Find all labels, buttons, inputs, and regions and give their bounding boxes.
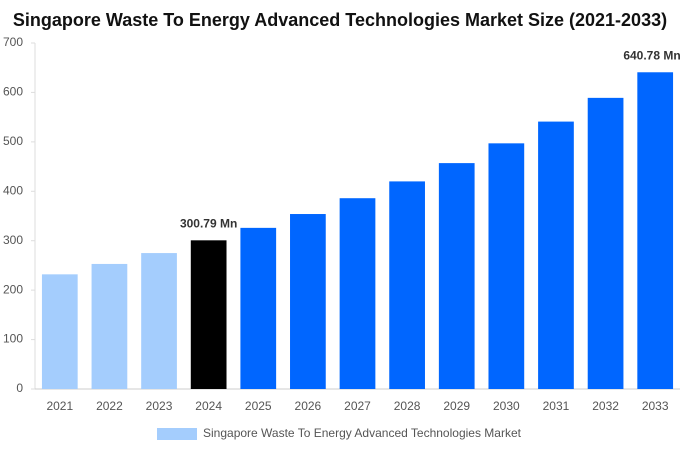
- bar: [538, 121, 574, 389]
- bar: [240, 227, 277, 389]
- chart-title: Singapore Waste To Energy Advanced Techn…: [13, 10, 667, 30]
- x-tick-label: 2027: [344, 399, 371, 413]
- x-tick-label: 2021: [46, 399, 73, 413]
- x-tick-label: 2033: [642, 399, 669, 413]
- bar: [438, 163, 475, 389]
- y-tick-label: 500: [3, 134, 23, 148]
- bar: [587, 97, 624, 389]
- bar: [41, 274, 78, 389]
- legend-label: Singapore Waste To Energy Advanced Techn…: [203, 426, 522, 440]
- bar: [190, 240, 227, 389]
- x-tick-label: 2023: [146, 399, 173, 413]
- bar: [637, 72, 674, 389]
- x-tick-label: 2022: [96, 399, 123, 413]
- x-tick-label: 2031: [543, 399, 570, 413]
- y-tick-label: 600: [3, 85, 23, 99]
- x-tick-label: 2030: [493, 399, 520, 413]
- x-tick-label: 2025: [245, 399, 272, 413]
- value-label: 300.79 Mn: [180, 216, 237, 230]
- y-tick-label: 700: [3, 35, 23, 49]
- x-tick-label: 2028: [394, 399, 421, 413]
- x-tick-label: 2026: [295, 399, 322, 413]
- x-tick-label: 2032: [592, 399, 619, 413]
- legend-swatch: [157, 428, 197, 440]
- x-tick-label: 2029: [443, 399, 470, 413]
- y-tick-label: 100: [3, 332, 23, 346]
- bar: [141, 253, 177, 389]
- bar: [290, 214, 326, 389]
- y-tick-label: 400: [3, 183, 23, 197]
- y-tick-label: 200: [3, 282, 23, 296]
- bar: [91, 263, 128, 389]
- bar: [488, 143, 525, 389]
- y-tick-label: 300: [3, 233, 23, 247]
- x-tick-label: 2024: [195, 399, 222, 413]
- y-tick-label: 0: [16, 381, 23, 395]
- value-label: 640.78 Mn: [623, 48, 680, 62]
- bar: [389, 181, 425, 389]
- bar: [339, 198, 376, 389]
